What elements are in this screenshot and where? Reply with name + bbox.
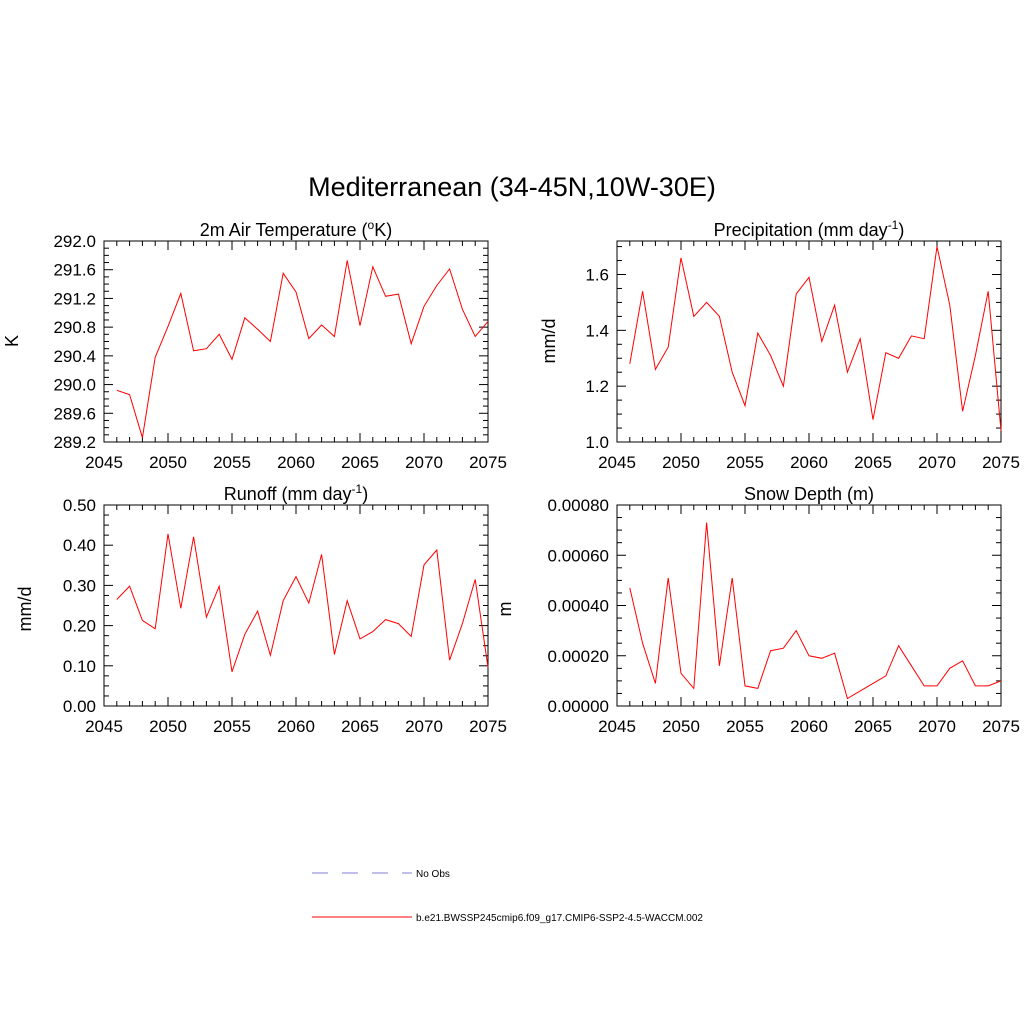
x-tick-label: 2060 xyxy=(277,717,315,736)
legend-label-model: b.e21.BWSSP245cmip6.f09_g17.CMIP6-SSP2-4… xyxy=(416,913,703,924)
x-tick-label: 2045 xyxy=(85,717,123,736)
y-tick-label: 1.6 xyxy=(585,266,609,285)
x-tick-label: 2055 xyxy=(726,453,764,472)
y-tick-label: 0.00 xyxy=(63,697,96,716)
x-tick-label: 2075 xyxy=(982,717,1020,736)
y-axis-label: mm/d xyxy=(15,587,35,632)
plot-frame xyxy=(616,240,1002,443)
panel-4: Snow Depth (m) m 2045 2050 2055 2060 2065 2070 2… xyxy=(495,484,1020,736)
series-line xyxy=(629,246,1002,431)
series-line xyxy=(116,533,489,672)
y-axis-label: m xyxy=(495,602,515,617)
x-tick-label: 2075 xyxy=(469,717,507,736)
panel-title: Runoff (mm day-1) xyxy=(224,482,368,504)
panel-title: Precipitation (mm day-1) xyxy=(714,218,905,240)
y-tick-label: 0.00000 xyxy=(548,697,609,716)
y-tick-label: 0.50 xyxy=(63,496,96,515)
panel-1: 2m Air Temperature (oK) K 2045 2050 2055 2060… xyxy=(2,218,507,472)
legend: No Obs b.e21.BWSSP245cmip6.f09_g17.CMIP6… xyxy=(312,869,703,924)
y-tick-label: 290.4 xyxy=(53,347,96,366)
x-tick-label: 2070 xyxy=(918,717,956,736)
x-tick-label: 2050 xyxy=(149,717,187,736)
x-tick-label: 2050 xyxy=(149,453,187,472)
y-tick-label: 0.40 xyxy=(63,536,96,555)
legend-label-no-obs: No Obs xyxy=(416,869,450,880)
x-tick-label: 2050 xyxy=(662,453,700,472)
y-tick-label: 290.8 xyxy=(53,318,96,337)
y-tick-label: 0.30 xyxy=(63,576,96,595)
x-tick-label: 2065 xyxy=(854,717,892,736)
y-tick-label: 0.20 xyxy=(63,617,96,636)
y-tick-label: 289.6 xyxy=(53,404,96,423)
y-tick-label: 289.2 xyxy=(53,433,96,452)
y-tick-label: 0.00080 xyxy=(548,496,609,515)
x-tick-label: 2070 xyxy=(918,453,956,472)
y-tick-label: 291.2 xyxy=(53,289,96,308)
figure-title: Mediterranean (34-45N,10W-30E) xyxy=(308,172,716,202)
x-tick-label: 2065 xyxy=(341,717,379,736)
series-line xyxy=(116,260,489,438)
x-tick-label: 2070 xyxy=(405,453,443,472)
y-tick-label: 1.4 xyxy=(585,321,609,340)
x-tick-label: 2060 xyxy=(277,453,315,472)
y-tick-label: 291.6 xyxy=(53,261,96,280)
x-tick-label: 2075 xyxy=(982,453,1020,472)
x-tick-label: 2050 xyxy=(662,717,700,736)
panel-title: Snow Depth (m) xyxy=(744,484,874,504)
y-tick-label: 1.2 xyxy=(585,377,609,396)
panel-3: Runoff (mm day-1) mm/d 2045 2050 2055 2060 206… xyxy=(15,482,507,736)
panel-title: 2m Air Temperature (oK) xyxy=(200,218,392,240)
x-tick-label: 2065 xyxy=(341,453,379,472)
x-tick-label: 2045 xyxy=(85,453,123,472)
y-tick-label: 292.0 xyxy=(53,232,96,251)
x-tick-label: 2065 xyxy=(854,453,892,472)
x-tick-label: 2045 xyxy=(598,453,636,472)
y-axis-label: K xyxy=(2,335,22,347)
plot-frame xyxy=(616,504,1002,707)
x-tick-label: 2060 xyxy=(790,717,828,736)
panel-2: Precipitation (mm day-1) mm/d 2045 2050 2055… xyxy=(539,218,1020,472)
y-tick-label: 0.00040 xyxy=(548,597,609,616)
y-tick-label: 0.00020 xyxy=(548,647,609,666)
x-tick-label: 2070 xyxy=(405,717,443,736)
plot-frame xyxy=(103,504,489,707)
x-tick-label: 2060 xyxy=(790,453,828,472)
x-tick-label: 2055 xyxy=(213,717,251,736)
panels: 2m Air Temperature (oK) K 2045 2050 2055 2060… xyxy=(2,218,1020,736)
y-tick-label: 0.10 xyxy=(63,657,96,676)
series-line xyxy=(629,522,1002,700)
x-tick-label: 2055 xyxy=(213,453,251,472)
x-tick-label: 2045 xyxy=(598,717,636,736)
y-axis-label: mm/d xyxy=(539,319,559,364)
x-tick-label: 2055 xyxy=(726,717,764,736)
y-tick-label: 0.00060 xyxy=(548,546,609,565)
y-tick-label: 1.0 xyxy=(585,433,609,452)
y-tick-label: 290.0 xyxy=(53,376,96,395)
x-tick-label: 2075 xyxy=(469,453,507,472)
